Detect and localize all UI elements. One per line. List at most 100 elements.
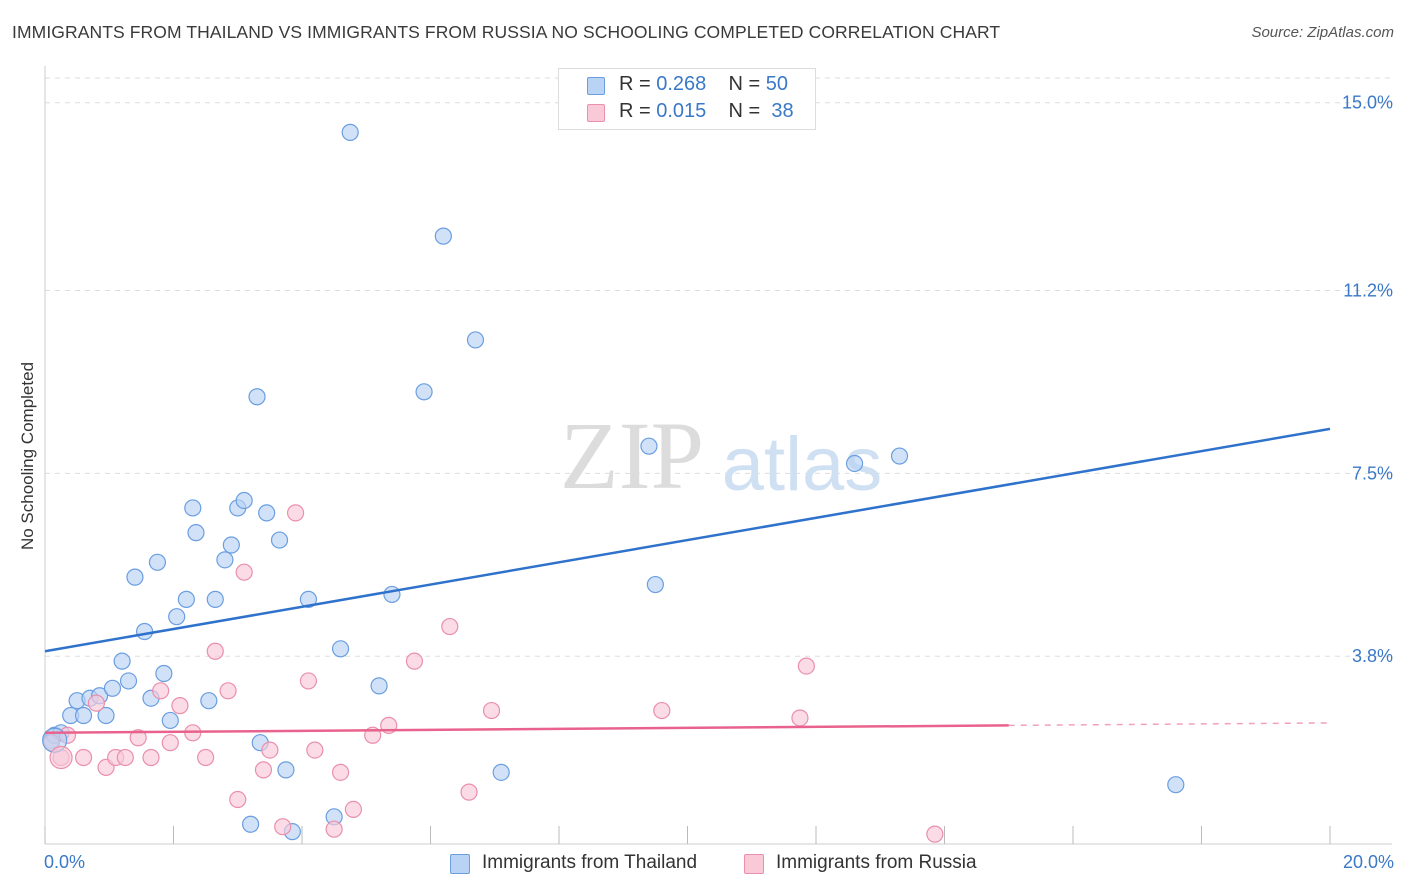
russia-point (254, 761, 273, 779)
russia-point (325, 820, 343, 838)
russia-point (306, 741, 324, 759)
thailand-swatch (450, 854, 470, 874)
russia-point (142, 748, 160, 767)
thailand-point (103, 679, 122, 697)
thailand-point (434, 227, 452, 245)
russia-point (441, 617, 459, 636)
thailand-point (168, 608, 186, 626)
thailand-point (890, 447, 909, 465)
thailand-point (646, 575, 664, 594)
thailand-point (200, 692, 218, 710)
r-label: R = (619, 73, 651, 95)
thailand-point (415, 383, 433, 401)
stats-legend: R = 0.268 N = 50 R = 0.015 N = 38 (558, 68, 816, 130)
russia-point (482, 701, 501, 720)
thailand-point (119, 672, 138, 690)
russia-point (161, 734, 179, 752)
russia-point (219, 682, 237, 700)
thailand-point (113, 652, 131, 670)
n-label: N = (728, 100, 761, 122)
legend-label-russia: Immigrants from Russia (776, 852, 977, 873)
thailand-point (222, 536, 240, 554)
source-credit: Source: ZipAtlas.com (1251, 24, 1394, 41)
russia-point (261, 741, 279, 759)
series-legend: Immigrants from Thailand Immigrants from… (0, 852, 1406, 878)
thailand-point (331, 640, 350, 658)
thailand-point (270, 531, 289, 549)
y-tick-label: 3.8% (1352, 646, 1393, 666)
thailand-point (206, 590, 224, 608)
russia-point (460, 783, 478, 801)
thailand-point (845, 454, 864, 473)
chart-title: IMMIGRANTS FROM THAILAND VS IMMIGRANTS F… (12, 22, 1001, 42)
thailand-point (155, 664, 173, 683)
russia-point (405, 652, 424, 670)
y-tick-label: 11.2% (1343, 281, 1393, 301)
russia-point (235, 563, 253, 581)
russia-point (229, 790, 247, 809)
thailand-point (466, 331, 485, 349)
zipatlas-watermark: ZIP atlas (560, 402, 882, 509)
russia-point (87, 694, 106, 712)
thailand-point (370, 677, 388, 695)
data-points (42, 123, 1185, 843)
russia-point (116, 748, 134, 767)
thailand-point (161, 711, 179, 730)
r-value: 0.268 (656, 73, 707, 95)
thailand-point (135, 622, 154, 641)
russia-point (791, 709, 809, 727)
russia-point (171, 697, 189, 715)
thailand-point (216, 551, 234, 569)
thailand-point (299, 590, 318, 608)
russia-trend-line (44, 724, 1009, 735)
russia-point (331, 763, 350, 781)
thailand-point (277, 761, 295, 779)
trend-lines (44, 427, 1331, 735)
thailand-point (184, 499, 202, 517)
russia-point (197, 748, 215, 767)
russia-point (926, 825, 944, 843)
thailand-point (492, 763, 510, 781)
y-tick-label: 7.5% (1352, 463, 1393, 483)
r-label: R = (619, 100, 651, 122)
russia-point (49, 745, 73, 770)
thailand-point (640, 437, 658, 455)
russia-point (274, 818, 292, 836)
axes (44, 66, 1392, 845)
y-tick-label: 15.0% (1342, 93, 1393, 113)
russia-point (299, 672, 318, 690)
russia-point (344, 800, 362, 819)
thailand-point (341, 123, 359, 141)
thailand-point (242, 815, 260, 833)
n-label: N = (728, 73, 761, 95)
thailand-point (235, 491, 253, 510)
thailand-point (74, 706, 93, 725)
russia-trend-extension (1008, 722, 1331, 727)
thailand-point (97, 706, 115, 725)
legend-label-thailand: Immigrants from Thailand (482, 852, 698, 873)
r-value: 0.015 (656, 100, 707, 122)
x-tick-label-min: 0.0% (44, 852, 86, 872)
russia-point (653, 701, 671, 720)
russia-point (74, 748, 93, 767)
thailand-point (148, 553, 167, 571)
russia-point (152, 682, 170, 700)
x-tick-label-max: 20.0% (1342, 852, 1394, 872)
thailand-point (126, 568, 144, 586)
n-value: 38 (771, 100, 794, 122)
thailand-point (248, 388, 266, 406)
russia-swatch (744, 854, 764, 874)
watermark-zip: ZIP (560, 402, 704, 509)
n-value: 50 (765, 73, 789, 95)
thailand-point (177, 590, 195, 608)
russia-swatch (587, 104, 605, 122)
y-tick-labels: 3.8% 7.5% 11.2% 15.0% (1342, 93, 1393, 666)
thailand-point (383, 585, 401, 604)
thailand-point (1167, 776, 1185, 794)
russia-point (797, 657, 815, 675)
russia-point (286, 504, 305, 522)
thailand-point (258, 504, 276, 522)
russia-point (206, 642, 224, 660)
thailand-swatch (587, 77, 605, 95)
